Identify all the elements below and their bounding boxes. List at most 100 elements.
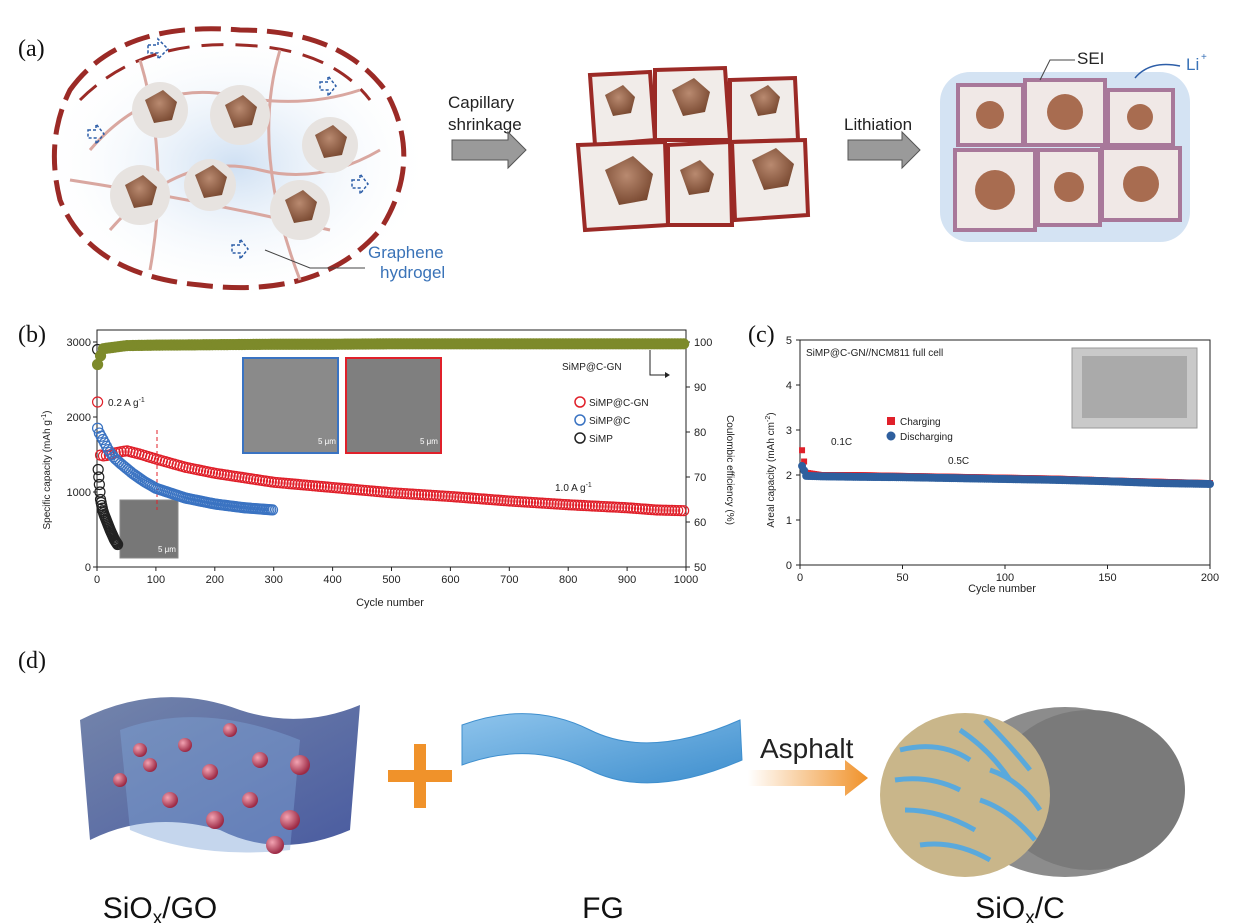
b-data-point (401, 488, 413, 500)
panel-label-b: (b) (18, 322, 46, 348)
ce-arrow-icon (649, 350, 665, 376)
scalebar-label-2: 5 μm (420, 437, 438, 446)
b-data-point (495, 494, 507, 506)
b-data-point (489, 494, 501, 506)
b-data-point (666, 504, 678, 516)
b-data-point (91, 396, 104, 408)
sei-label: SEI (1077, 49, 1104, 68)
b-data-point (427, 489, 439, 502)
b-data-point (445, 490, 457, 503)
c-charge-point (801, 458, 808, 465)
b-data-point (386, 487, 398, 499)
b-data-point (533, 497, 545, 509)
c-ytick-label: 0 (786, 560, 792, 572)
b-data-point (619, 502, 631, 514)
b-data-point (407, 488, 419, 500)
b-data-point (613, 501, 625, 513)
scalebar-label-1: 5 μm (318, 437, 336, 446)
b-data-point (598, 500, 610, 513)
c-discharge-point (1206, 480, 1214, 488)
b-data-point (501, 495, 513, 507)
b-data-point (93, 478, 105, 491)
legend-b: SiMP@C-GN SiMP@C SiMP (574, 396, 649, 445)
b-data-point (669, 504, 681, 517)
b-data-point (463, 492, 475, 504)
b-data-point (513, 496, 525, 508)
b-data-point (672, 504, 684, 517)
b-data-point (498, 494, 510, 507)
b-data-point (610, 501, 622, 513)
fg-sheet (461, 713, 743, 784)
arrow2-label: Lithiation (844, 115, 912, 134)
b-data-point (627, 502, 640, 514)
legend-item-simp-cgn: SiMP@C-GN (589, 398, 649, 409)
b-data-point (486, 494, 498, 506)
asphalt-label: Asphalt (760, 733, 854, 764)
b-data-point (483, 493, 495, 506)
panel-b-cycling-chart: 0 100 200 300 400 500 600 700 800 900 1000 0 1000 200… (41, 329, 735, 609)
silicon-particles-a1 (110, 82, 358, 240)
panel-c-fullcell-chart: 0 50 100 150 200 0 1 2 3 4 5 SiMP@C-GN//NCM811 ful… (765, 335, 1219, 595)
b-ylabel-right: Coulombic efficiency (%) (724, 415, 735, 525)
b-data-point (663, 504, 675, 516)
b-series-simp-c (91, 422, 279, 516)
rate-01c-label: 0.1C (831, 437, 852, 448)
b-data-point (678, 338, 690, 350)
b-data-point (433, 490, 445, 502)
ce-series-label: SiMP@C-GN (562, 362, 622, 373)
b-data-point (645, 503, 657, 516)
b-data-point (601, 501, 613, 513)
b-y2tick-label: 80 (694, 427, 706, 439)
b-xtick-label: 1000 (674, 574, 698, 586)
b-data-point (504, 495, 516, 507)
legend-item-charging: Charging (900, 417, 941, 428)
b-data-point (521, 496, 534, 508)
b-data-point (607, 501, 619, 513)
panel-label-d: (d) (18, 648, 46, 674)
lithiated-cells (940, 72, 1190, 242)
b-data-point (92, 463, 104, 476)
li-label: Li (1186, 55, 1199, 74)
b-data-point (651, 504, 663, 516)
b-data-point (554, 498, 566, 510)
plus-icon (388, 744, 452, 808)
b-data-point (492, 494, 504, 506)
panel-a-schematic: Graphene hydrogel Capillary shrinkage Li… (35, 25, 1207, 305)
c-series-discharging (798, 462, 1214, 488)
b-data-point (622, 502, 634, 514)
b-ytick-label: 3000 (67, 337, 91, 349)
b-xtick-label: 500 (382, 574, 400, 586)
b-xtick-label: 0 (94, 574, 100, 586)
b-data-point (460, 492, 472, 504)
b-data-point (474, 493, 487, 505)
c-xtick-label: 100 (996, 572, 1014, 584)
b-xtick-label: 100 (147, 574, 165, 586)
b-data-point (418, 489, 431, 501)
b-data-point (442, 490, 454, 502)
arrow-right-icon (451, 130, 527, 170)
rate-main-label: 1.0 A g-1 (555, 482, 592, 494)
b-data-point (569, 499, 581, 511)
b-data-point (507, 495, 519, 507)
c-xtick-label: 0 (797, 572, 803, 584)
b-data-point (630, 502, 643, 515)
b-data-point (94, 486, 106, 498)
asphalt-arrow-icon (748, 760, 868, 796)
b-data-point (595, 500, 607, 513)
b-data-point (389, 487, 401, 499)
b-y2tick-label: 70 (694, 472, 706, 484)
b-y2tick-label: 60 (694, 517, 706, 529)
li-superscript: + (1201, 52, 1207, 63)
b-data-point (678, 505, 690, 517)
b-ylabel-left: Specific capacity (mAh g-1) (41, 410, 53, 529)
b-data-point (439, 490, 451, 502)
b-xtick-label: 400 (323, 574, 341, 586)
b-data-point (580, 500, 593, 512)
c-ytick-label: 1 (786, 515, 792, 527)
b-data-point (654, 504, 666, 516)
b-data-point (466, 492, 478, 504)
b-data-point (592, 500, 604, 512)
b-data-point (616, 501, 628, 514)
b-data-point (527, 496, 540, 509)
b-y2tick-label: 90 (694, 382, 706, 394)
